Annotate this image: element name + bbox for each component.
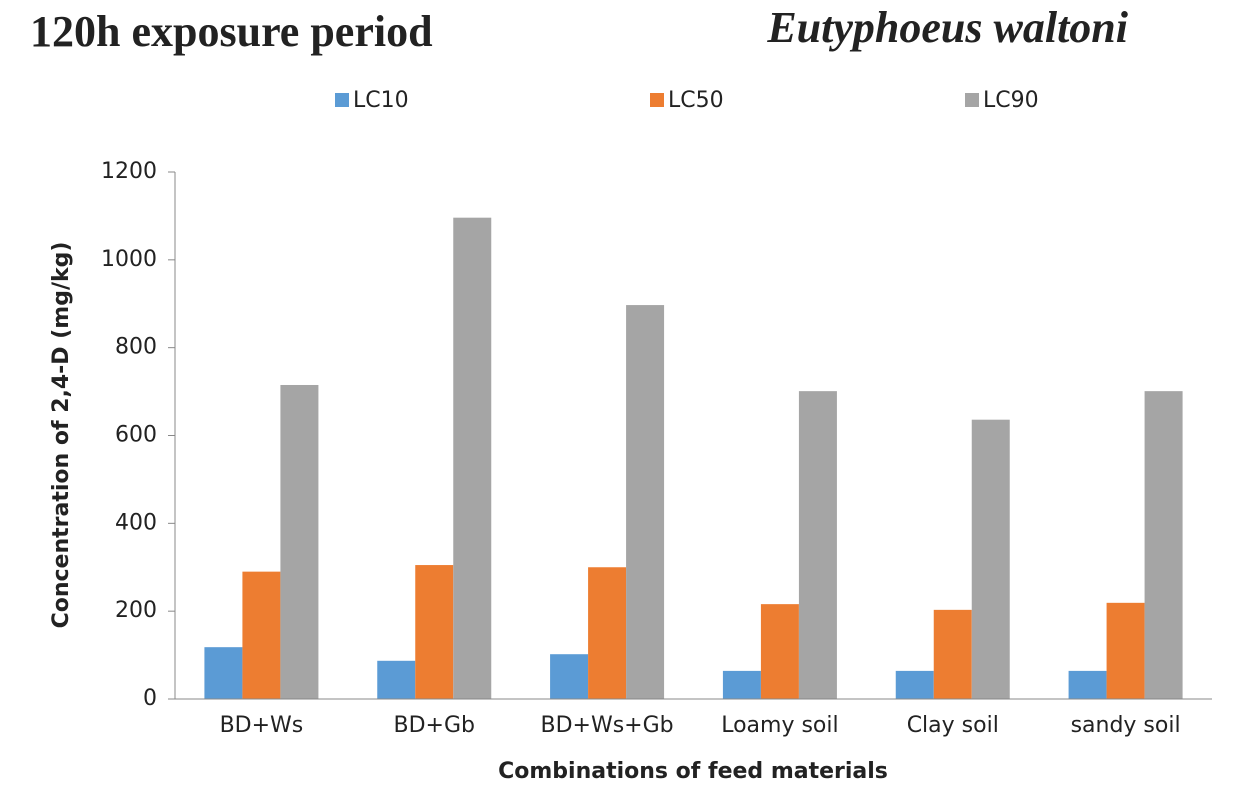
bar: [242, 571, 281, 699]
legend-label: LC90: [983, 88, 1039, 113]
x-tick-label: BD+Ws+Gb: [541, 713, 674, 738]
legend-label: LC10: [353, 88, 409, 113]
x-tick-label: Loamy soil: [721, 713, 838, 738]
bar: [453, 217, 492, 699]
chart-title: 120h exposure period: [30, 7, 433, 56]
bar: [550, 654, 589, 699]
bar: [1068, 670, 1107, 699]
y-tick-label: 200: [115, 598, 157, 623]
bar: [760, 604, 799, 699]
y-tick-label: 1200: [101, 159, 157, 184]
x-tick-label: sandy soil: [1071, 713, 1181, 738]
bar: [722, 670, 761, 699]
bar: [377, 660, 416, 699]
legend-swatch: [650, 93, 664, 107]
legend-label: LC50: [668, 88, 724, 113]
bar: [588, 567, 627, 699]
chart-subtitle: Eutyphoeus waltoni: [766, 3, 1128, 52]
bar: [798, 391, 837, 699]
x-axis-label: Combinations of feed materials: [498, 759, 888, 784]
bar: [895, 670, 934, 699]
bar: [933, 609, 972, 699]
y-tick-label: 1000: [101, 247, 157, 272]
bar: [204, 647, 243, 699]
x-tick-label: Clay soil: [907, 713, 999, 738]
bar: [626, 305, 665, 699]
legend: LC10 LC50 LC90: [335, 88, 1039, 113]
x-tick-label: BD+Ws: [220, 713, 304, 738]
y-tick-label: 800: [115, 335, 157, 360]
bar: [1106, 602, 1145, 699]
x-tick-label: BD+Gb: [394, 713, 475, 738]
y-tick-label: 400: [115, 510, 157, 535]
legend-swatch: [335, 93, 349, 107]
bar: [415, 565, 454, 699]
bar: [971, 419, 1010, 699]
y-tick-label: 600: [115, 423, 157, 448]
legend-swatch: [965, 93, 979, 107]
y-tick-label: 0: [143, 686, 157, 711]
bar: [280, 384, 319, 699]
y-axis-label: Concentration of 2,4-D (mg/kg): [49, 242, 74, 629]
bar: [1144, 391, 1183, 699]
